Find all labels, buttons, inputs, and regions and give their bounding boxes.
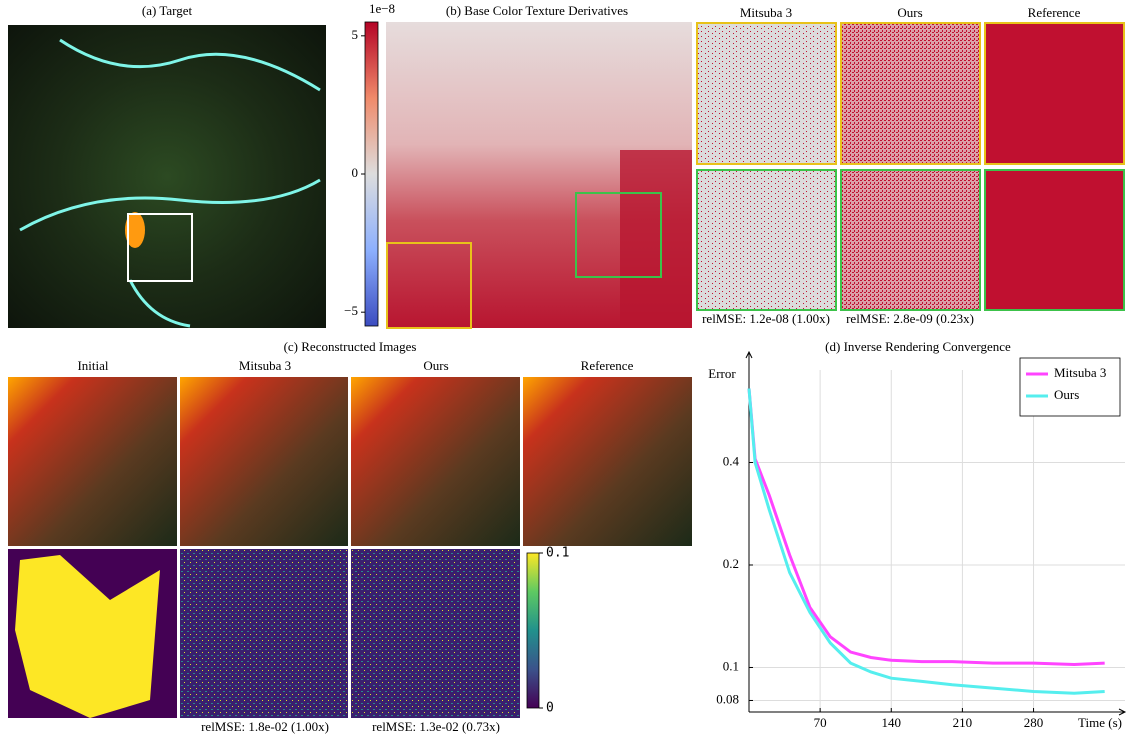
colorbar-tick-label: 0.1 <box>546 546 569 561</box>
relmse: relMSE: 2.8e-09 (0.23x) <box>846 311 974 326</box>
column-header: Mitsuba 3 <box>239 358 291 373</box>
relmse: relMSE: 1.8e-02 (1.00x) <box>201 719 329 734</box>
thumbnail <box>984 169 1125 311</box>
colorbar-tick-label: 0 <box>352 165 359 180</box>
x-tick-label: 280 <box>1024 715 1044 730</box>
thumbnail <box>840 169 981 311</box>
error-image <box>351 549 520 718</box>
y-tick-label: 0.08 <box>716 691 739 706</box>
colorbar <box>526 552 540 709</box>
recon-image <box>351 377 520 546</box>
y-axis <box>745 350 753 712</box>
light-wire <box>19 38 321 328</box>
series-line <box>747 388 1105 667</box>
column-header: Initial <box>77 358 108 373</box>
y-tick-label: 0.1 <box>723 658 739 673</box>
legend-label: Mitsuba 3 <box>1054 365 1106 380</box>
target-image <box>8 25 326 328</box>
recon-image <box>180 377 348 546</box>
crop-box <box>575 192 662 278</box>
column-header: Reference <box>581 358 634 373</box>
thumbnail <box>840 22 981 165</box>
y-tick-label: 0.2 <box>723 556 739 571</box>
relmse: relMSE: 1.2e-08 (1.00x) <box>702 311 830 326</box>
column-header: Ours <box>897 5 922 20</box>
error-image <box>180 549 348 718</box>
recon-image <box>523 377 692 546</box>
panel-title: (c) Reconstructed Images <box>284 339 417 354</box>
thumbnail <box>696 22 837 165</box>
x-axis-label: Time (s) <box>1078 715 1122 730</box>
legend-box <box>1019 357 1121 417</box>
y-axis-label: Error <box>708 366 736 381</box>
crop-box <box>127 213 193 282</box>
reconstructions <box>8 377 692 718</box>
colorbar-tick-label: 5 <box>352 27 359 42</box>
column-header: Reference <box>1028 5 1081 20</box>
colorbar-exponent: 1e−8 <box>369 1 395 16</box>
crop-box <box>386 242 472 329</box>
x-tick-label: 140 <box>882 715 902 730</box>
panel-title: (b) Base Color Texture Derivatives <box>446 3 628 18</box>
thumbnail <box>696 169 837 311</box>
colorbar-tick-label: −5 <box>344 303 358 318</box>
column-header: Ours <box>423 358 448 373</box>
chart-title: (d) Inverse Rendering Convergence <box>825 339 1011 354</box>
bulb <box>125 212 145 248</box>
colorbar <box>364 21 379 327</box>
panel-title: (a) Target <box>142 3 193 18</box>
error-region <box>15 555 160 718</box>
x-tick-label: 210 <box>953 715 973 730</box>
recon-image <box>8 377 177 546</box>
legend-label: Ours <box>1054 387 1079 402</box>
relmse: relMSE: 1.3e-02 (0.73x) <box>372 719 500 734</box>
series-line <box>747 388 1105 695</box>
thumbnail <box>984 22 1125 165</box>
x-tick-label: 70 <box>814 715 827 730</box>
x-axis <box>749 708 1127 716</box>
derivative-block <box>620 150 692 328</box>
thumbnails <box>696 22 1125 311</box>
column-header: Mitsuba 3 <box>740 5 792 20</box>
y-tick-label: 0.4 <box>723 453 740 468</box>
colorbar-tick-label: 0 <box>546 701 554 716</box>
